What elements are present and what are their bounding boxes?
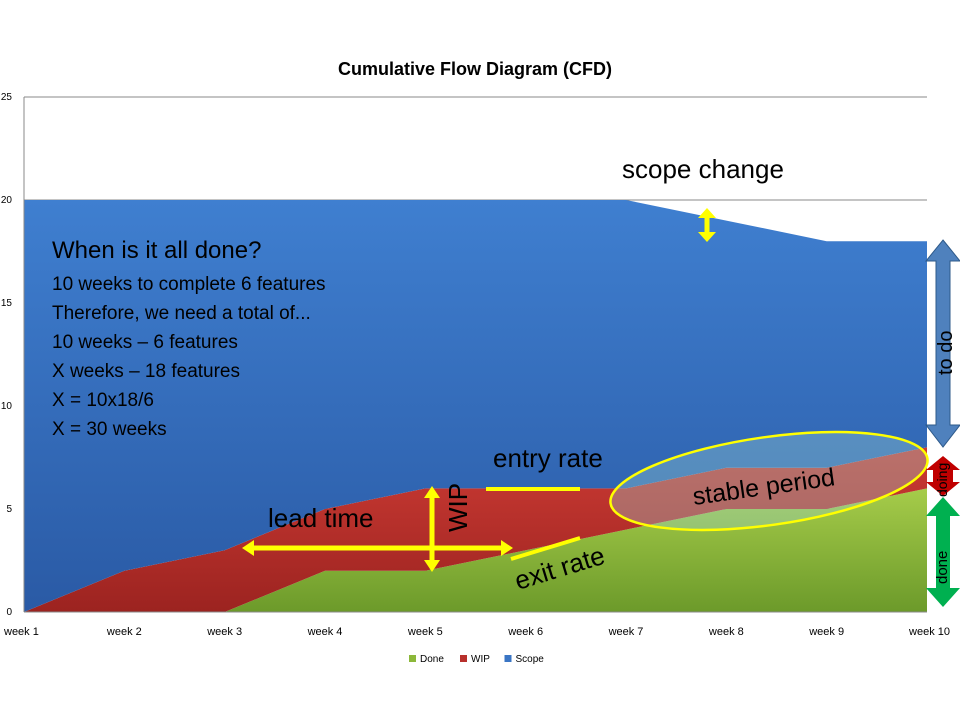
question-line: X = 10x18/6 — [52, 390, 154, 411]
question-line: 10 weeks to complete 6 features — [52, 274, 326, 295]
scope-change-label: scope change — [622, 154, 784, 184]
lead-time-arrow — [242, 540, 513, 556]
legend-swatch-done — [409, 655, 416, 662]
y-tick-label: 20 — [1, 195, 13, 206]
x-tick-label: week 8 — [708, 626, 744, 638]
question-title: When is it all done? — [52, 237, 261, 264]
doing-arrow: doing — [926, 456, 960, 497]
area-wip — [24, 447, 927, 612]
question-line: Therefore, we need a total of... — [52, 303, 311, 324]
y-axis-ticks: 0 5 10 15 20 25 — [1, 92, 13, 618]
y-tick-label: 25 — [1, 92, 13, 103]
y-tick-label: 5 — [6, 504, 12, 515]
wip-arrow — [424, 486, 440, 572]
entry-rate-label: entry rate — [493, 443, 603, 473]
x-tick-label: week 3 — [206, 626, 242, 638]
question-line: 10 weeks – 6 features — [52, 332, 238, 353]
x-tick-label: week 1 — [3, 626, 39, 638]
to-do-arrow: to do — [924, 239, 960, 448]
y-tick-label: 10 — [1, 401, 13, 412]
legend-swatch-wip — [460, 655, 467, 662]
x-tick-label: week 7 — [608, 626, 644, 638]
legend-label-wip: WIP — [471, 654, 490, 665]
legend-swatch-scope — [504, 655, 512, 662]
question-lines: 10 weeks to complete 6 features Therefore… — [52, 274, 326, 440]
legend-label-scope: Scope — [516, 654, 545, 665]
lead-time-label: lead time — [268, 503, 374, 533]
done-label: done — [934, 551, 951, 584]
x-tick-label: week 5 — [407, 626, 443, 638]
y-tick-label: 15 — [1, 298, 13, 309]
x-axis-ticks: week 1 week 2 week 3 week 4 week 5 week 6 week… — [3, 626, 950, 638]
exit-rate-line — [510, 536, 581, 561]
x-tick-label: week 6 — [507, 626, 543, 638]
y-tick-label: 0 — [6, 607, 12, 618]
doing-label: doing — [934, 463, 950, 497]
chart-title: Cumulative Flow Diagram (CFD) — [338, 59, 612, 79]
legend-label-done: Done — [420, 654, 444, 665]
x-tick-label: week 4 — [307, 626, 343, 638]
question-line: X = 30 weeks — [52, 419, 167, 440]
wip-label: WIP — [443, 483, 473, 532]
question-line: X weeks – 18 features — [52, 361, 240, 382]
x-tick-label: week 9 — [808, 626, 844, 638]
area-series — [24, 200, 927, 612]
x-tick-label: week 10 — [908, 626, 950, 638]
scope-change-arrow — [698, 208, 716, 242]
x-tick-label: week 2 — [106, 626, 142, 638]
done-arrow: done — [926, 497, 960, 607]
area-scope — [24, 200, 927, 612]
legend: Done WIP Scope — [409, 654, 544, 665]
to-do-label: to do — [935, 331, 957, 375]
stable-period-ellipse — [609, 430, 929, 532]
area-done — [24, 488, 927, 612]
